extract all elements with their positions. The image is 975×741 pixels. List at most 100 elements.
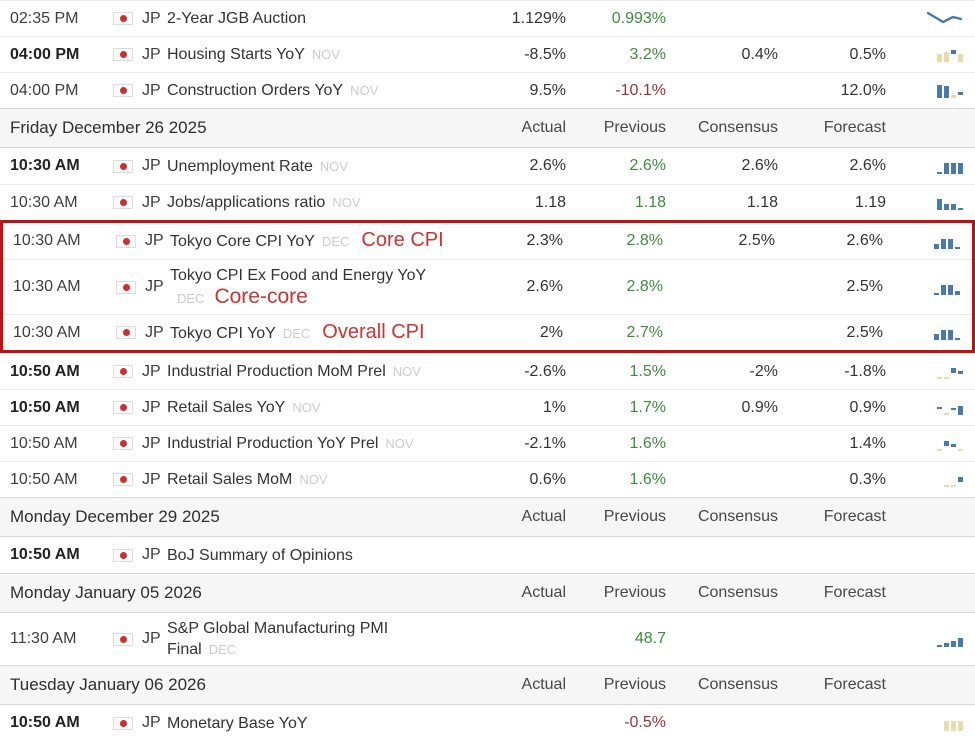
event-period: NOV <box>299 472 328 487</box>
flag-dot <box>122 237 130 245</box>
event-name-cell[interactable]: Housing Starts YoY NOV <box>167 44 490 65</box>
country-code: JP <box>142 81 161 99</box>
spark-bar <box>944 204 949 210</box>
event-name-cell[interactable]: Tokyo CPI Ex Food and Energy YoY DEC Core… <box>170 265 487 309</box>
country-cell: JP <box>98 278 170 296</box>
table-row[interactable]: 04:00 PM JP Construction Orders YoY NOV 9… <box>0 72 975 108</box>
sparkline-chart-icon[interactable] <box>900 548 975 563</box>
sparkline-chart-icon[interactable] <box>900 436 975 451</box>
sparkline-chart-icon[interactable] <box>900 716 975 731</box>
sparkline-chart-icon[interactable] <box>900 364 975 379</box>
event-period-2: DEC <box>208 642 237 657</box>
event-name: Construction Orders YoY <box>167 82 344 99</box>
event-name: Tokyo CPI Ex Food and Energy YoY <box>170 267 427 284</box>
table-row[interactable]: 10:30 AM JP Jobs/applications ratio NOV 1… <box>0 184 975 220</box>
event-time: 02:35 PM <box>10 9 79 27</box>
event-period: DEC <box>321 234 350 249</box>
flag-dot <box>122 329 130 336</box>
column-header-actual: Actual <box>521 508 566 525</box>
event-name-cell[interactable]: Retail Sales MoM NOV <box>167 469 490 490</box>
event-name: Unemployment Rate <box>167 157 313 175</box>
date-header-row: Monday January 05 2026 Actual Previous C… <box>0 573 975 613</box>
flag-dot <box>119 476 127 483</box>
event-name: BoJ Summary of Opinions <box>167 546 353 564</box>
sparkline-chart-icon[interactable] <box>900 11 975 26</box>
sparkline-chart-icon[interactable] <box>900 632 975 647</box>
event-name-cell[interactable]: Jobs/applications ratio NOV <box>167 192 490 213</box>
sparkline-chart-icon[interactable] <box>900 159 975 174</box>
sparkline-chart-icon[interactable] <box>900 47 975 62</box>
sparkline-chart-icon[interactable] <box>897 325 972 340</box>
previous-value: 48.7 <box>634 630 666 647</box>
country-cell: JP <box>95 714 167 732</box>
sparkline-chart-icon[interactable] <box>900 195 975 210</box>
actual-value: 2.3% <box>526 232 563 249</box>
event-name-cell[interactable]: S&P Global Manufacturing PMI Final DEC <box>167 618 490 660</box>
table-row[interactable]: 10:50 AM JP Retail Sales YoY NOV 1% 1.7% … <box>0 389 975 425</box>
event-name-cell[interactable]: 2-Year JGB Auction <box>167 8 490 29</box>
date-label: Monday January 05 2026 <box>10 583 202 602</box>
forecast-value: 2.5% <box>846 278 883 295</box>
spark-spacer <box>900 510 975 525</box>
event-time: 10:50 AM <box>10 398 80 416</box>
table-row[interactable]: 10:50 AM JP Retail Sales MoM NOV 0.6% 1.6… <box>0 461 975 497</box>
event-name-cell[interactable]: BoJ Summary of Opinions <box>167 545 490 566</box>
country-code: JP <box>142 630 161 647</box>
sparkline-chart-icon[interactable] <box>897 234 972 249</box>
column-header-consensus: Consensus <box>697 508 778 525</box>
event-period: NOV <box>350 83 379 98</box>
annotation-text: Overall CPI <box>322 320 425 343</box>
event-time: 10:50 AM <box>10 714 80 731</box>
table-row[interactable]: 10:50 AM JP Monetary Base YoY -0.5% <box>0 705 975 741</box>
spark-spacer <box>900 121 975 136</box>
country-cell: JP <box>95 546 167 564</box>
consensus-value: 2.6% <box>741 157 778 174</box>
event-name: Industrial Production MoM Prel <box>167 363 386 380</box>
actual-value: 0.6% <box>529 470 566 488</box>
event-name-cell[interactable]: Industrial Production YoY Prel NOV <box>167 433 490 454</box>
spark-spacer <box>900 678 975 693</box>
sparkline-chart-icon[interactable] <box>900 472 975 487</box>
column-header-previous: Previous <box>603 584 666 601</box>
sparkline-chart-icon[interactable] <box>897 280 972 295</box>
column-header-consensus: Consensus <box>697 676 778 693</box>
table-row[interactable]: 02:35 PM JP 2-Year JGB Auction 1.129% 0.… <box>0 0 975 36</box>
spark-bar <box>937 407 942 409</box>
spark-bar <box>937 377 942 379</box>
table-row[interactable]: 10:30 AM JP Tokyo Core CPI YoY DEC Core CP… <box>3 223 972 259</box>
event-name-cell[interactable]: Tokyo Core CPI YoY DEC Core CPI <box>170 230 487 252</box>
forecast-value: 2.6% <box>849 157 886 174</box>
table-row[interactable]: 10:50 AM JP BoJ Summary of Opinions <box>0 537 975 573</box>
table-row[interactable]: 10:30 AM JP Unemployment Rate NOV 2.6% 2.… <box>0 148 975 184</box>
flag-dot <box>119 51 127 58</box>
table-row[interactable]: 11:30 AM JP S&P Global Manufacturing PMI… <box>0 613 975 665</box>
event-name-cell[interactable]: Retail Sales YoY NOV <box>167 397 490 418</box>
event-name-cell[interactable]: Construction Orders YoY NOV <box>167 80 490 101</box>
spark-bar <box>944 485 949 487</box>
event-name: Industrial Production YoY Prel <box>167 435 379 452</box>
sparkline-chart-icon[interactable] <box>900 83 975 98</box>
event-name-cell[interactable]: Industrial Production MoM Prel NOV <box>167 361 490 382</box>
event-name-cell[interactable]: Monetary Base YoY <box>167 713 490 734</box>
table-row[interactable]: 10:50 AM JP Industrial Production YoY Pr… <box>0 425 975 461</box>
previous-value: -0.5% <box>624 714 666 731</box>
event-name: S&P Global Manufacturing PMI <box>167 620 389 637</box>
event-time: 10:30 AM <box>10 157 80 174</box>
flag-dot <box>119 15 127 22</box>
column-header-forecast: Forecast <box>823 584 886 601</box>
sparkline-chart-icon[interactable] <box>900 400 975 415</box>
table-row[interactable]: 10:50 AM JP Industrial Production MoM Pr… <box>0 353 975 389</box>
table-row[interactable]: 10:30 AM JP Tokyo CPI Ex Food and Energy… <box>3 259 972 314</box>
japan-flag-icon <box>113 159 133 173</box>
japan-flag-icon <box>113 401 133 414</box>
spark-bar <box>951 95 956 98</box>
event-name-cell[interactable]: Tokyo CPI YoY DEC Overall CPI <box>170 320 487 344</box>
spark-bar <box>958 477 963 482</box>
previous-value: 1.5% <box>629 362 666 380</box>
country-cell: JP <box>95 399 167 417</box>
event-name-cell[interactable]: Unemployment Rate NOV <box>167 156 490 177</box>
table-row[interactable]: 04:00 PM JP Housing Starts YoY NOV -8.5% … <box>0 36 975 72</box>
country-code: JP <box>142 157 161 174</box>
table-row[interactable]: 10:30 AM JP Tokyo CPI YoY DEC Overall CPI … <box>3 314 972 350</box>
event-time: 10:30 AM <box>10 193 78 211</box>
